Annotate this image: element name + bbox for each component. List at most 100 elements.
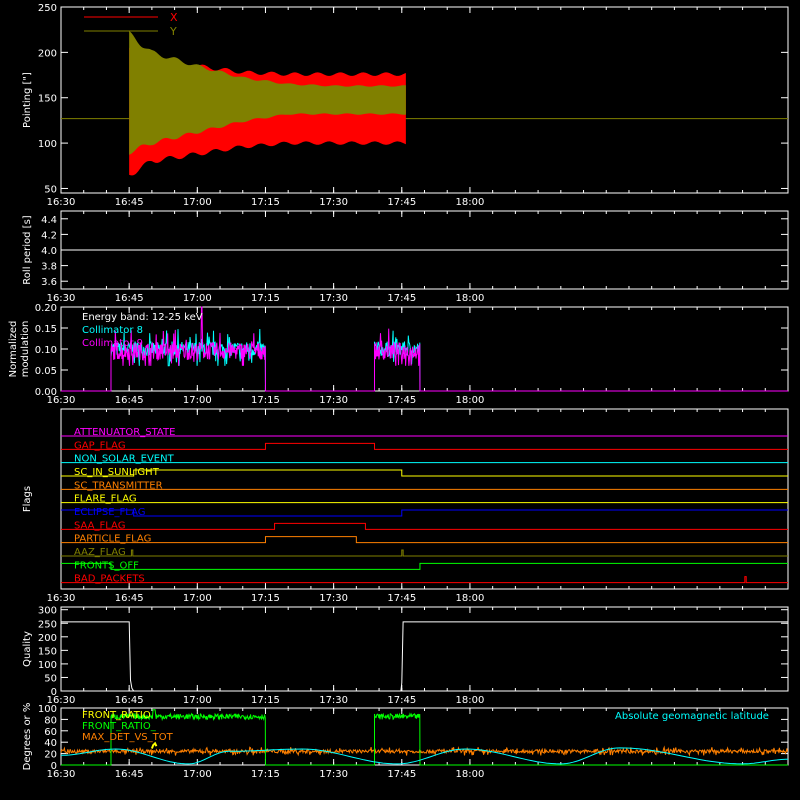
flag-line-aaz-flag [61, 549, 788, 557]
x-tick-label: 17:45 [387, 293, 416, 304]
y-tick-label: 50 [44, 673, 57, 684]
x-tick-label: 17:30 [319, 593, 348, 604]
x-tick-label: 17:15 [251, 197, 280, 208]
x-tick-label: 17:15 [251, 395, 280, 406]
flag-label: SC_IN_SUNLIGHT [74, 467, 160, 478]
y-tick-label: 3.8 [41, 262, 57, 273]
x-tick-label: 17:45 [387, 769, 416, 780]
x-tick-label: 16:45 [115, 197, 144, 208]
x-tick-label: 16:30 [47, 395, 76, 406]
y-tick-label: 200 [38, 633, 57, 644]
flag-line-eclipse-flag [61, 509, 788, 517]
y-tick-label: 0.20 [35, 303, 57, 314]
panel-roll: 16:30 16:45 17:00 17:15 17:30 17:45 18:00 3.6 3.… [41, 210, 789, 304]
y-tick-label: 100 [38, 139, 57, 150]
flag-label: FLARE_FLAG [74, 494, 137, 505]
modulation-energy-band-label: Energy band: 12-25 keV [82, 312, 203, 323]
y-tick-label: 300 [38, 606, 57, 617]
y-tick-label: 60 [44, 727, 57, 738]
y-tick-label: 100 [38, 660, 57, 671]
flag-line-gap-flag [61, 442, 788, 450]
x-tick-label: 17:15 [251, 769, 280, 780]
roll-y-axis-label: Roll period [s] [22, 215, 33, 284]
flag-label: GAP_FLAG [74, 440, 126, 451]
modulation-series-9 [61, 306, 788, 392]
x-tick-label: 18:00 [456, 293, 485, 304]
y-tick-label: 0.10 [35, 345, 57, 356]
flag-label: BAD_PACKETS [74, 574, 145, 585]
modulation-legend-label: Collimator 9 [82, 338, 143, 349]
x-tick-label: 17:00 [183, 395, 212, 406]
x-tick-label: 18:00 [456, 769, 485, 780]
ratios-front-ratio-yellow-line [150, 741, 158, 749]
panel-flags: 16:30 16:45 17:00 17:15 17:30 17:45 18:00 ATTEN… [47, 408, 789, 604]
x-tick-label: 16:30 [47, 293, 76, 304]
x-tick-label: 18:00 [456, 197, 485, 208]
y-tick-label: 0.15 [35, 324, 57, 335]
y-tick-label: 0.05 [35, 366, 57, 377]
x-tick-label: 16:45 [115, 769, 144, 780]
x-tick-label: 17:30 [319, 769, 348, 780]
flag-line-sc-in-sunlight [61, 469, 788, 477]
flag-line-fronts-off [61, 562, 788, 570]
x-tick-label: 17:15 [251, 593, 280, 604]
y-tick-label: 4.0 [41, 246, 57, 257]
x-tick-label: 17:00 [183, 769, 212, 780]
pointing-legend-label: X [170, 11, 178, 24]
modulation-legend-label: Collimator 8 [82, 325, 143, 336]
y-tick-label: 250 [38, 3, 57, 14]
y-tick-label: 250 [38, 619, 57, 630]
y-tick-label: 4.2 [41, 230, 57, 241]
panel-frame [60, 606, 789, 692]
flag-label: AAZ_FLAG [74, 547, 126, 558]
modulation-y-axis-label-1: Normalized [8, 321, 19, 378]
modulation-y-axis-label-2: modulation [20, 321, 31, 378]
x-tick-label: 17:30 [319, 293, 348, 304]
y-tick-label: 0.00 [35, 387, 57, 398]
x-tick-label: 17:00 [183, 293, 212, 304]
y-tick-label: 0 [51, 687, 57, 698]
x-tick-label: 17:30 [319, 395, 348, 406]
flag-line-particle-flag [61, 536, 788, 544]
x-tick-label: 16:30 [47, 769, 76, 780]
x-tick-label: 16:30 [47, 197, 76, 208]
ratios-legend-label: MAX_DET_VS_TOT [82, 732, 174, 743]
y-tick-label: 150 [38, 646, 57, 657]
x-tick-label: 16:45 [115, 395, 144, 406]
panel-pointing: 16:30 16:45 17:00 17:15 17:30 17:45 18:00 50 100… [38, 3, 789, 208]
panel-modulation: 16:30 16:45 17:00 17:15 17:30 17:45 18:00 0.00 0… [35, 303, 789, 406]
flag-line-saa-flag [61, 522, 788, 530]
ratios-max-det-line [60, 745, 788, 757]
x-tick-label: 17:15 [251, 293, 280, 304]
x-tick-label: 16:45 [115, 293, 144, 304]
ratios-front-ratio-green-line [61, 709, 788, 766]
y-tick-label: 80 [44, 715, 57, 726]
x-tick-label: 17:45 [387, 695, 416, 706]
y-tick-label: 4.4 [41, 215, 57, 226]
ratios-y-axis-label: Degrees or % [22, 703, 33, 771]
x-tick-label: 17:30 [319, 197, 348, 208]
flag-label: ECLIPSE_FLAG [74, 507, 145, 518]
y-tick-label: 40 [44, 738, 57, 749]
pointing-y-axis-label: Pointing ["] [22, 72, 33, 128]
ratios-geomagnetic-latitude-line [61, 747, 788, 765]
pointing-legend-label: Y [169, 25, 177, 38]
x-tick-label: 16:30 [47, 695, 76, 706]
x-tick-label: 17:00 [183, 695, 212, 706]
flag-label: PARTICLE_FLAG [74, 534, 151, 545]
x-tick-label: 16:45 [115, 593, 144, 604]
x-tick-label: 17:30 [319, 695, 348, 706]
ratios-legend-label: FRONT_RATIO_ [82, 721, 157, 732]
y-tick-label: 100 [38, 704, 57, 715]
x-tick-label: 17:15 [251, 695, 280, 706]
flags-y-axis-label: Flags [22, 486, 33, 512]
quality-y-axis-label: Quality [22, 631, 33, 667]
panel-ratios: 16:30 16:45 17:00 17:15 17:30 17:45 18:00 02040… [38, 704, 789, 780]
y-tick-label: 0 [51, 761, 57, 772]
pointing-envelope-y [129, 31, 406, 155]
x-tick-label: 17:00 [183, 197, 212, 208]
quality-line [61, 621, 788, 692]
x-tick-label: 16:45 [115, 695, 144, 706]
x-tick-label: 16:30 [47, 593, 76, 604]
flag-label: NON_SOLAR_EVENT [74, 454, 175, 465]
